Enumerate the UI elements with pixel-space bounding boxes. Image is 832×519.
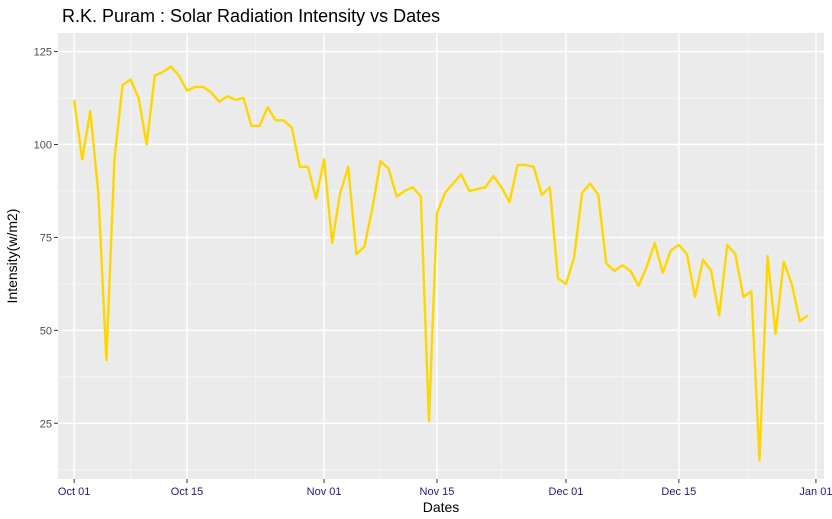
x-tick-label: Nov 01: [307, 486, 342, 498]
x-tick-label: Oct 01: [58, 486, 90, 498]
y-axis: 25 50 75 100 125: [34, 47, 58, 430]
series-layer: [72, 65, 809, 462]
minor-gridlines: [58, 33, 824, 479]
x-tick-label: Dec 01: [549, 486, 584, 498]
plot-panel: [58, 33, 824, 479]
y-tick-label: 25: [40, 418, 52, 430]
x-axis: Oct 01 Oct 15 Nov 01 Nov 15 Dec 01 Dec 15 Jan …: [58, 479, 832, 498]
y-tick-label: 50: [40, 325, 52, 337]
x-tick-label: Nov 15: [420, 486, 455, 498]
y-tick-label: 125: [34, 47, 52, 59]
y-axis-title: Intensity(w/m2): [4, 209, 20, 304]
y-tick-label: 100: [34, 140, 52, 152]
chart-title: R.K. Puram : Solar Radiation Intensity v…: [62, 6, 440, 26]
x-tick-label: Dec 15: [661, 486, 696, 498]
series-line: [72, 65, 809, 462]
x-tick-label: Oct 15: [171, 486, 203, 498]
major-gridlines: [58, 33, 824, 479]
x-axis-title: Dates: [423, 499, 460, 515]
y-tick-label: 75: [40, 232, 52, 244]
x-tick-label: Jan 01: [799, 486, 832, 498]
